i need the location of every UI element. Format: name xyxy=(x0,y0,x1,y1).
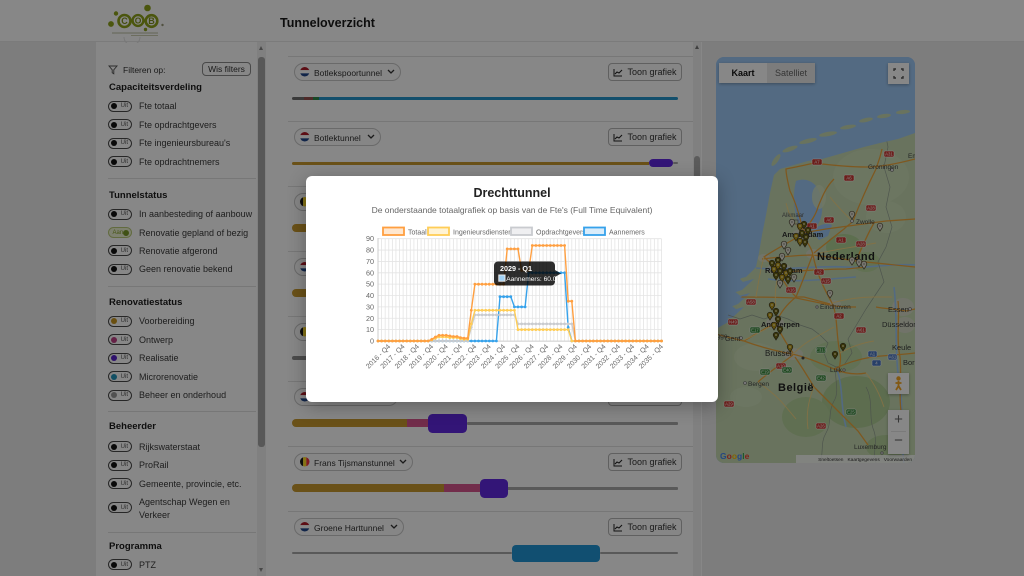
svg-text:Aannemers: Aannemers xyxy=(609,230,645,237)
svg-text:30: 30 xyxy=(366,302,374,311)
svg-text:50: 50 xyxy=(366,280,374,289)
svg-text:Zwolle: Zwolle xyxy=(856,219,875,226)
svg-text:A2: A2 xyxy=(836,314,842,319)
svg-text:A1: A1 xyxy=(809,224,815,229)
svg-text:ugge: ugge xyxy=(716,333,728,340)
svg-text:Luik: Luik xyxy=(830,367,843,374)
svg-text:A7: A7 xyxy=(814,160,820,165)
svg-text:Bor: Bor xyxy=(903,358,915,367)
svg-text:80: 80 xyxy=(366,246,374,255)
svg-text:Aannemers: 60.0: Aannemers: 60.0 xyxy=(506,276,557,283)
svg-text:Totaal: Totaal xyxy=(408,230,427,237)
svg-text:Sneltoetsen Kaartgegevens: Sneltoetsen Kaartgegevens Voorwaarden xyxy=(818,457,912,463)
svg-text:A10: A10 xyxy=(777,364,785,369)
svg-text:0: 0 xyxy=(370,337,374,346)
svg-text:E313: E313 xyxy=(816,348,827,353)
svg-text:A15: A15 xyxy=(822,279,830,284)
svg-text:Google: Google xyxy=(720,451,750,461)
svg-text:A61: A61 xyxy=(857,328,865,333)
svg-text:Keule: Keule xyxy=(892,343,911,352)
svg-text:Gent: Gent xyxy=(725,336,740,343)
svg-text:A1: A1 xyxy=(870,352,876,357)
svg-text:A31: A31 xyxy=(885,152,893,157)
svg-text:E42: E42 xyxy=(817,376,825,381)
svg-text:A6: A6 xyxy=(846,176,852,181)
svg-text:A61: A61 xyxy=(889,355,897,360)
svg-text:Bergen: Bergen xyxy=(748,381,769,388)
svg-text:Em: Em xyxy=(908,153,915,160)
svg-text:A28: A28 xyxy=(857,242,865,247)
svg-text:Eindhoven: Eindhoven xyxy=(820,304,851,311)
svg-text:A58: A58 xyxy=(747,300,755,305)
svg-text:Luxemburg: Luxemburg xyxy=(854,444,887,451)
svg-text:A28: A28 xyxy=(867,206,875,211)
svg-text:60: 60 xyxy=(366,268,374,277)
svg-text:40: 40 xyxy=(366,291,374,300)
svg-text:A2: A2 xyxy=(816,270,822,275)
svg-text:Düsseldor: Düsseldor xyxy=(882,320,915,329)
svg-text:70: 70 xyxy=(366,257,374,266)
svg-text:10: 10 xyxy=(366,325,374,334)
svg-text:Brussel: Brussel xyxy=(765,349,792,358)
svg-text:Antwerpen: Antwerpen xyxy=(761,320,800,329)
svg-text:Groningen: Groningen xyxy=(868,164,899,171)
svg-text:O: O xyxy=(135,16,142,26)
svg-text:B: B xyxy=(148,16,155,26)
svg-text:C: C xyxy=(121,16,128,26)
svg-text:4: 4 xyxy=(875,361,878,366)
svg-text:A1: A1 xyxy=(838,238,844,243)
svg-text:E19: E19 xyxy=(761,370,769,375)
svg-text:A29: A29 xyxy=(725,402,733,407)
svg-text:E17: E17 xyxy=(751,328,759,333)
svg-text:Ingenieursdiensten: Ingenieursdiensten xyxy=(453,230,512,237)
svg-text:90: 90 xyxy=(366,234,374,243)
svg-text:A26: A26 xyxy=(817,424,825,429)
svg-text:2029 - Q1: 2029 - Q1 xyxy=(500,264,532,273)
svg-text:A6: A6 xyxy=(826,218,832,223)
svg-text:België: België xyxy=(778,382,814,394)
svg-text:E25: E25 xyxy=(847,410,855,415)
svg-text:N49: N49 xyxy=(729,320,737,325)
svg-text:A16: A16 xyxy=(787,288,795,293)
svg-text:Opdrachtgevers: Opdrachtgevers xyxy=(536,230,586,237)
svg-text:20: 20 xyxy=(366,314,374,323)
svg-text:E40: E40 xyxy=(783,368,791,373)
svg-text:Alkmaar: Alkmaar xyxy=(782,213,804,219)
svg-text:Essen: Essen xyxy=(888,305,909,314)
